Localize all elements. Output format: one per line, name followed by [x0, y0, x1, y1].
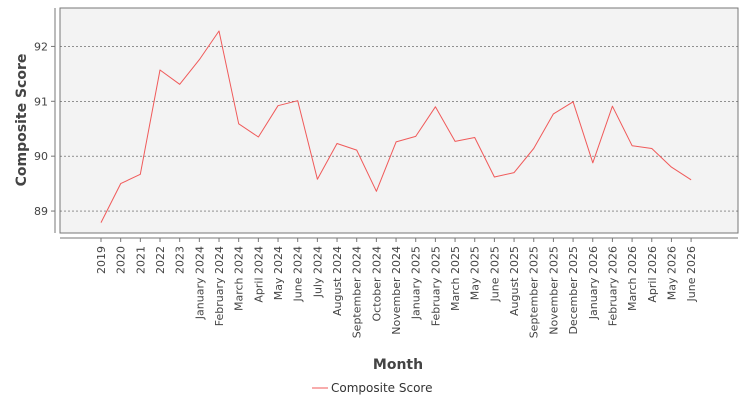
- x-tick-label: May 2025: [469, 246, 482, 300]
- x-tick-label: September 2025: [528, 246, 541, 338]
- data-point: [336, 142, 339, 145]
- x-tick-label: February 2024: [213, 246, 226, 326]
- axes: [54, 8, 738, 239]
- data-point: [100, 221, 103, 224]
- data-point: [591, 161, 594, 164]
- data-point: [395, 140, 398, 143]
- data-point: [139, 173, 142, 176]
- x-tick-label: May 2024: [272, 246, 285, 300]
- series-layer: [100, 30, 693, 224]
- x-tick-label: January 2026: [587, 246, 600, 320]
- y-axis-title: Composite Score: [14, 54, 30, 187]
- data-point: [532, 147, 535, 150]
- y-tick-label: 92: [34, 40, 48, 53]
- x-tick-label: February 2025: [429, 246, 442, 326]
- data-point: [650, 147, 653, 150]
- legend-label: Composite Score: [331, 381, 432, 395]
- data-point: [513, 171, 516, 174]
- data-point: [631, 144, 634, 147]
- data-point: [257, 135, 260, 138]
- data-point: [198, 58, 201, 61]
- y-tick-label: 89: [34, 205, 48, 218]
- x-tick-label: August 2024: [331, 246, 344, 316]
- x-tick-label: 2022: [154, 246, 167, 274]
- plot-area: [59, 7, 739, 234]
- x-tick-label: March 2025: [449, 246, 462, 311]
- data-point: [454, 140, 457, 143]
- series-line-0: [100, 30, 692, 223]
- x-tick-labels: 2019 2020 2021 2022 2023 January 2024 February…: [95, 238, 698, 338]
- x-tick-label: 2021: [134, 246, 147, 274]
- y-tick-label: 91: [34, 95, 48, 108]
- data-point: [434, 105, 437, 108]
- data-point: [473, 136, 476, 139]
- x-tick-label: June 2026: [685, 246, 698, 302]
- x-tick-label: June 2025: [488, 246, 501, 302]
- data-point: [237, 122, 240, 125]
- y-tick-label: 90: [34, 150, 48, 163]
- x-tick-label: June 2024: [292, 246, 305, 302]
- data-point: [552, 112, 555, 115]
- data-point: [611, 105, 614, 108]
- data-point: [178, 83, 181, 86]
- x-tick-label: April 2026: [646, 246, 659, 303]
- x-tick-label: March 2024: [233, 246, 246, 311]
- x-tick-label: March 2026: [626, 246, 639, 311]
- data-point: [218, 30, 221, 33]
- data-point: [159, 69, 162, 72]
- data-point: [670, 166, 673, 169]
- x-tick-label: 2023: [174, 246, 187, 274]
- data-point: [277, 104, 280, 107]
- data-point: [316, 178, 319, 181]
- x-tick-label: August 2025: [508, 246, 521, 316]
- x-tick-label: 2020: [115, 246, 128, 274]
- x-tick-label: January 2024: [193, 246, 206, 320]
- x-tick-label: February 2026: [606, 246, 619, 326]
- legend: Composite Score: [312, 381, 432, 395]
- x-tick-label: September 2024: [351, 246, 364, 338]
- x-tick-label: April 2024: [252, 246, 265, 303]
- x-tick-label: 2019: [95, 246, 108, 274]
- data-point: [375, 190, 378, 193]
- x-tick-label: July 2024: [311, 246, 324, 298]
- data-point: [572, 100, 575, 103]
- x-axis-title: Month: [373, 357, 423, 373]
- data-point: [690, 178, 693, 181]
- x-tick-label: January 2025: [410, 246, 423, 320]
- x-tick-label: November 2024: [390, 246, 403, 335]
- x-tick-label: October 2024: [370, 246, 383, 322]
- y-tick-labels: 89 90 91 92: [34, 40, 55, 218]
- data-point: [355, 149, 358, 152]
- x-tick-label: May 2026: [665, 246, 678, 300]
- data-point: [414, 135, 417, 138]
- data-point: [493, 176, 496, 179]
- x-tick-label: December 2025: [567, 246, 580, 335]
- x-tick-label: November 2025: [547, 246, 560, 335]
- data-point: [119, 182, 122, 185]
- grid-lines: [60, 46, 738, 212]
- data-point: [296, 99, 299, 102]
